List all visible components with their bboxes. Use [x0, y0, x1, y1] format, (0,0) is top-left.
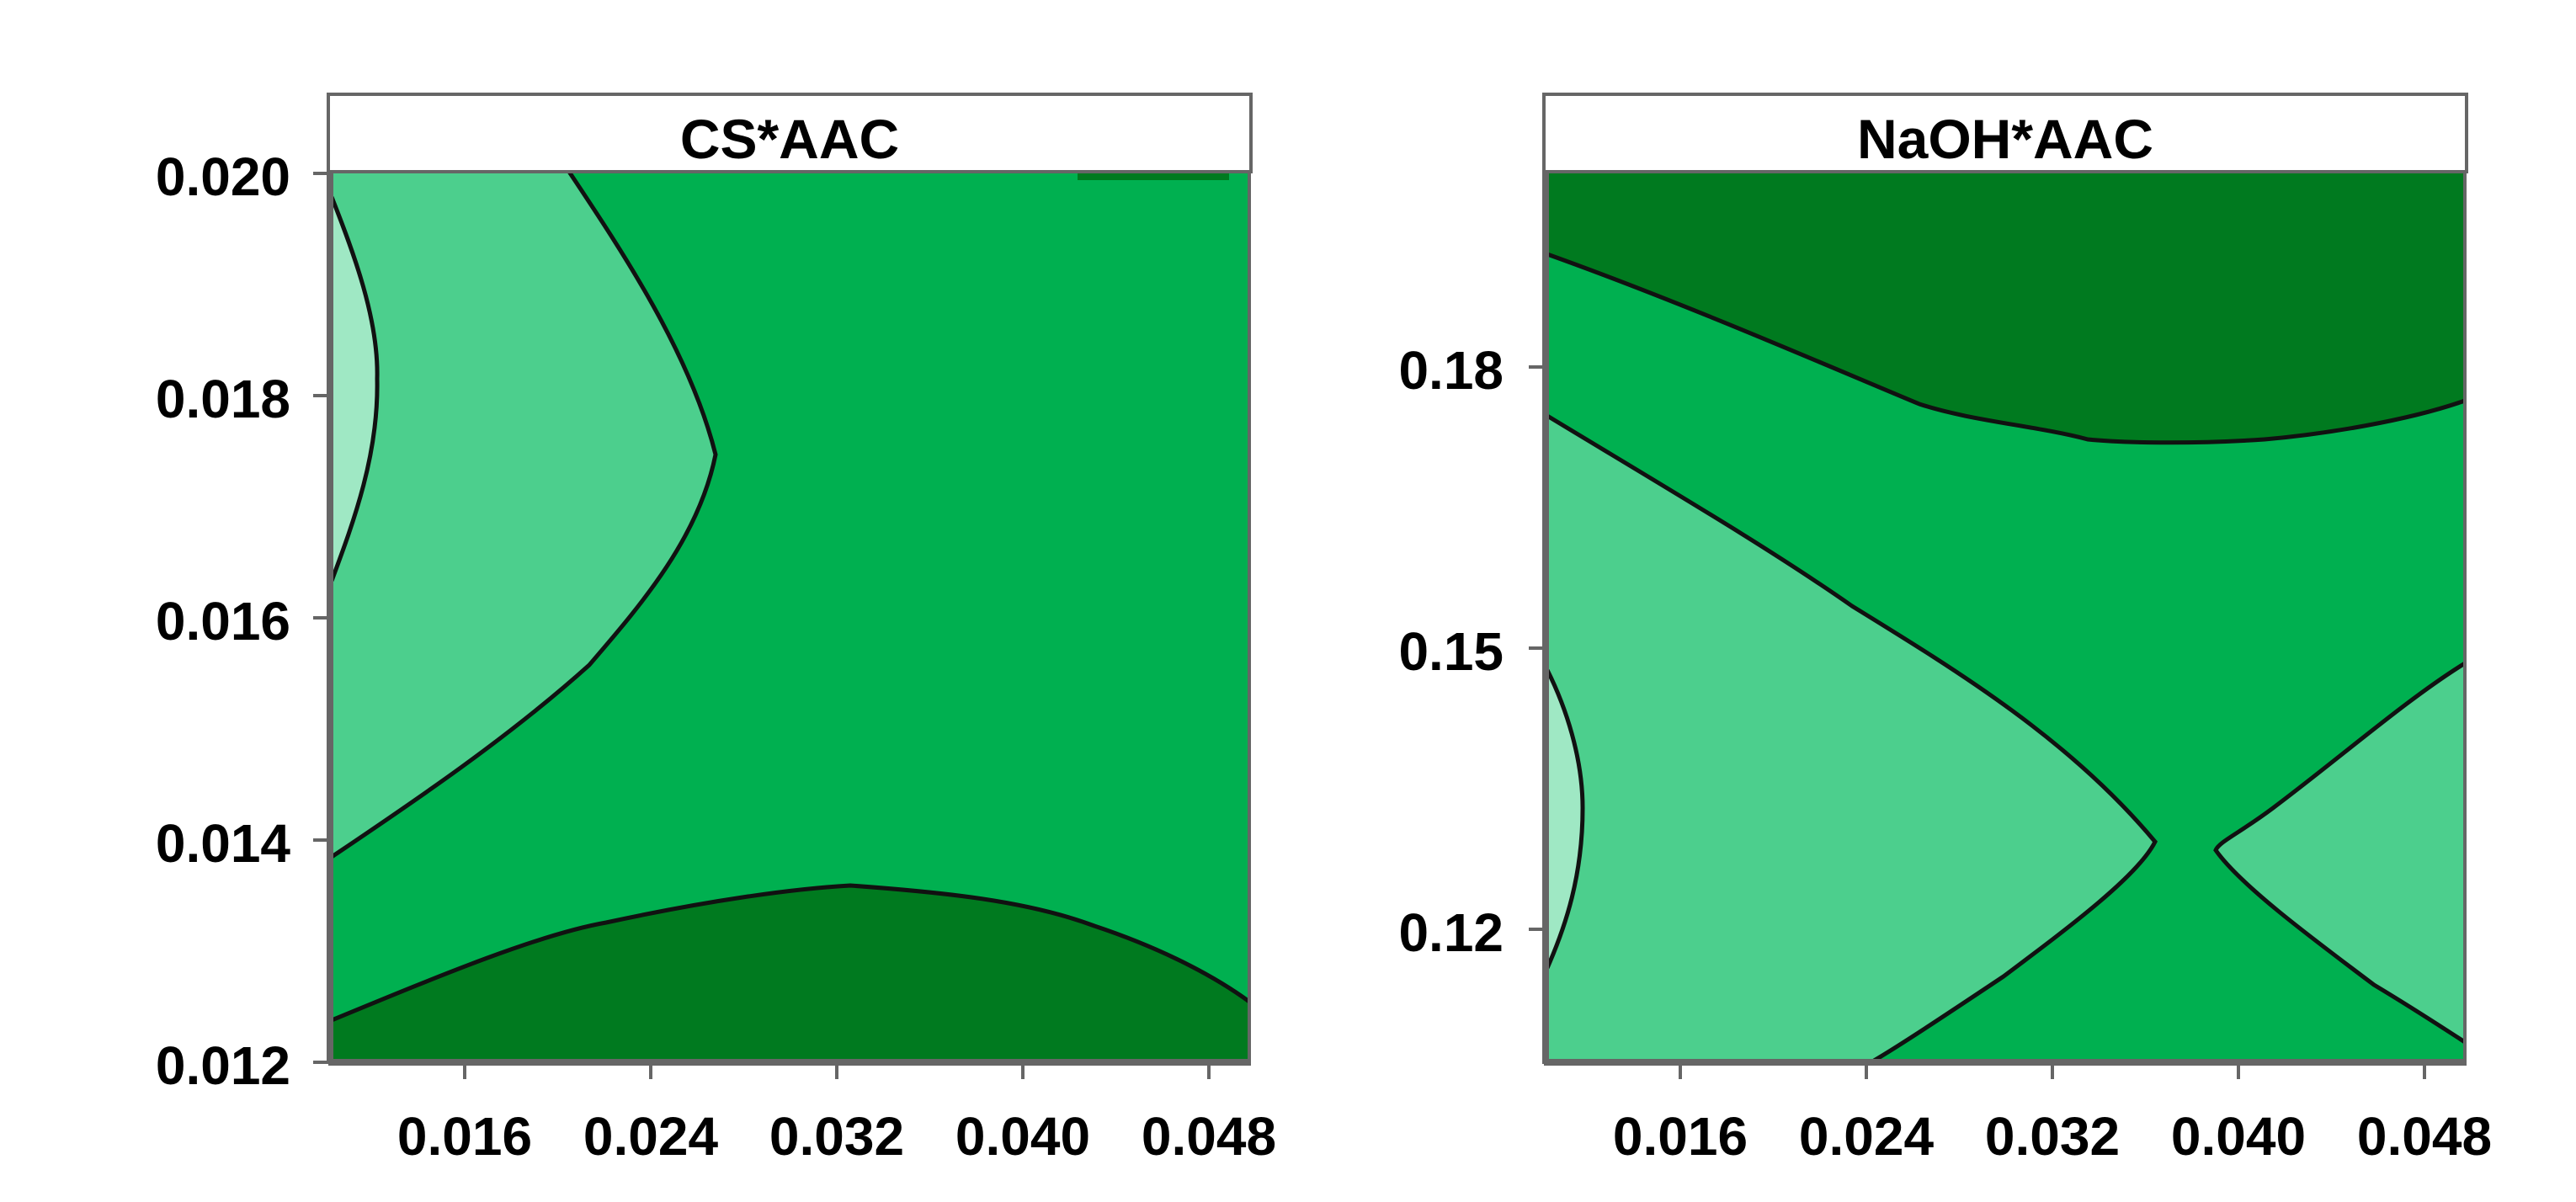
region-dark-bottom — [332, 886, 1249, 1061]
panel-title-strip — [1542, 93, 2468, 173]
region-light-right — [2216, 663, 2465, 1042]
region-dark-top — [1547, 172, 2465, 443]
contour-line — [1545, 668, 1585, 970]
y-tick-label: 0.016 — [156, 591, 290, 652]
panel-title: CS*AAC — [680, 108, 899, 170]
y-tick-label: 0.012 — [156, 1035, 290, 1096]
panel-naoh-aac: NaOH*AAC 0.18 0.15 0.12 0.016 — [1398, 93, 2492, 1167]
y-tick-label: 0.12 — [1398, 902, 1504, 963]
x-tick-label: 0.016 — [397, 1106, 532, 1167]
x-tick-label: 0.024 — [1799, 1106, 1935, 1167]
contour-line — [2213, 661, 2467, 1045]
region-light-left — [1547, 416, 2155, 1061]
region-light — [332, 172, 716, 857]
y-tick-label: 0.15 — [1398, 621, 1504, 682]
x-tick-label: 0.040 — [955, 1106, 1090, 1167]
x-tick-label: 0.040 — [2171, 1106, 2306, 1167]
y-tick-label: 0.014 — [156, 813, 291, 874]
y-tick-label: 0.018 — [156, 369, 290, 429]
contour-line — [1546, 413, 2158, 1063]
contour-line — [331, 883, 1251, 1023]
contour-line — [1546, 252, 2466, 445]
panel-cs-aac: CS*AAC 0.020 0.018 0.016 0.014 0.012 — [156, 93, 1276, 1167]
x-tick-label: 0.048 — [2357, 1106, 2492, 1167]
x-tick-label: 0.032 — [1985, 1106, 2120, 1167]
panel-title: NaOH*AAC — [1857, 108, 2153, 170]
x-tick-label: 0.048 — [1142, 1106, 1276, 1167]
x-tick-label: 0.024 — [583, 1106, 719, 1167]
contour-line — [329, 196, 380, 582]
plot-frame — [1546, 170, 2467, 1062]
y-tick-label: 0.020 — [156, 146, 290, 207]
panel-title-strip — [327, 93, 1253, 173]
y-tick-label: 0.18 — [1398, 340, 1504, 401]
x-tick-label: 0.032 — [769, 1106, 904, 1167]
region-dark-top — [1078, 172, 1229, 180]
contour-line — [330, 170, 718, 859]
region-lightest — [332, 197, 378, 581]
plot-frame — [330, 170, 1251, 1062]
x-tick-label: 0.016 — [1613, 1106, 1748, 1167]
